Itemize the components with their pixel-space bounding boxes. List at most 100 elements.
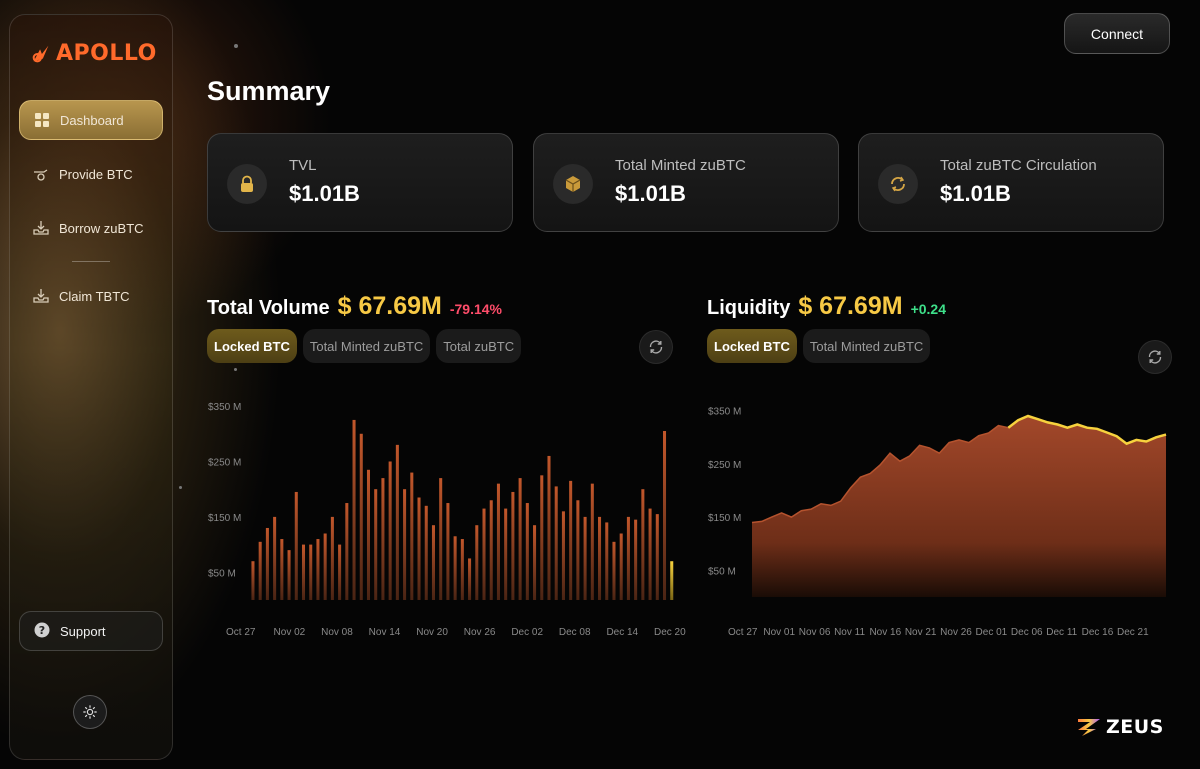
bar — [655, 514, 659, 600]
bar — [663, 431, 667, 600]
bar — [590, 483, 594, 600]
x-tick-label: Dec 02 — [511, 627, 543, 638]
x-tick-label: Dec 08 — [559, 627, 591, 638]
tab-total-zubtc[interactable]: Total zuBTC — [436, 329, 522, 363]
bar — [504, 508, 508, 600]
volume-refresh-button[interactable] — [639, 330, 673, 364]
area-fill — [752, 416, 1166, 597]
stat-card-circulation: Total zuBTC Circulation $1.01B — [858, 133, 1164, 232]
volume-delta: -79.14% — [449, 301, 503, 317]
x-tick-label: Nov 26 — [940, 627, 972, 638]
volume-tabs: Locked BTC Total Minted zuBTC Total zuBT… — [207, 329, 522, 363]
bar — [598, 516, 602, 600]
bar — [395, 444, 399, 600]
theme-toggle-button[interactable] — [73, 695, 107, 729]
bar — [316, 539, 320, 600]
hand-coin-icon — [33, 166, 49, 182]
flame-logo-icon — [32, 45, 49, 62]
liquidity-header: Liquidity $ 67.69M +0.24 — [707, 292, 946, 321]
bar — [670, 561, 674, 600]
tab-locked-btc[interactable]: Locked BTC — [707, 329, 797, 363]
y-tick-label: $250 M — [208, 457, 241, 468]
bar — [424, 505, 428, 600]
support-label: Support — [60, 623, 106, 639]
sidebar-item-label: Dashboard — [60, 112, 124, 128]
bar — [533, 525, 537, 600]
bar — [258, 541, 262, 600]
x-tick-label: Oct 27 — [728, 627, 758, 638]
zeus-text: ZEUS — [1106, 716, 1164, 738]
refresh-icon — [1148, 350, 1162, 364]
bar — [431, 525, 435, 600]
bar — [323, 533, 327, 600]
bar — [453, 536, 457, 600]
connect-wallet-button[interactable]: Connect — [1064, 13, 1170, 54]
liquidity-refresh-button[interactable] — [1138, 340, 1172, 374]
bar — [345, 503, 349, 600]
x-tick-label: Nov 11 — [834, 627, 865, 638]
bar — [576, 500, 580, 600]
series-highlight-line — [1007, 414, 1167, 446]
bar — [301, 544, 306, 600]
bar — [634, 519, 638, 600]
stat-label: Total zuBTC Circulation — [940, 157, 1097, 174]
bar — [583, 516, 587, 600]
bar — [605, 522, 609, 600]
stat-label: Total Minted zuBTC — [615, 157, 746, 174]
x-tick-label: Dec 06 — [1011, 627, 1043, 638]
sidebar-item-label: Borrow zuBTC — [59, 220, 144, 236]
sun-icon — [83, 705, 97, 719]
x-tick-label: Nov 06 — [799, 627, 831, 638]
tab-locked-btc[interactable]: Locked BTC — [207, 329, 297, 363]
sidebar-item-label: Claim TBTC — [59, 288, 130, 304]
stat-card-total-minted: Total Minted zuBTC $1.01B — [533, 133, 839, 232]
x-tick-label: Nov 14 — [369, 627, 401, 638]
y-tick-label: $350 M — [708, 407, 741, 418]
download-tray-icon — [33, 220, 49, 236]
tab-total-minted-zubtc[interactable]: Total Minted zuBTC — [802, 329, 931, 363]
liquidity-area-chart: $350 M $250 M $150 M $50 M Oct 27 Nov 01 Nov 0… — [708, 407, 1167, 638]
bar — [330, 516, 334, 600]
help-icon: ? — [34, 622, 50, 641]
support-button[interactable]: ? Support — [19, 611, 163, 651]
sidebar-divider — [72, 261, 110, 262]
bar — [619, 533, 623, 600]
bar — [648, 508, 652, 600]
tab-total-minted-zubtc[interactable]: Total Minted zuBTC — [302, 329, 431, 363]
bar — [511, 491, 515, 600]
sidebar-item-borrow-zubtc[interactable]: Borrow zuBTC — [19, 208, 163, 248]
decor-dot — [179, 486, 182, 489]
x-tick-label: Dec 16 — [1082, 627, 1114, 638]
sidebar-item-label: Provide BTC — [59, 166, 133, 182]
liquidity-tabs: Locked BTC Total Minted zuBTC — [707, 329, 931, 363]
bar — [518, 478, 522, 600]
stat-value: $1.01B — [289, 181, 360, 206]
lock-icon — [227, 164, 267, 204]
sidebar-item-dashboard[interactable]: Dashboard — [19, 100, 163, 140]
bar — [338, 544, 342, 600]
grid-icon — [34, 112, 50, 128]
x-tick-label: Nov 20 — [416, 627, 448, 638]
y-tick-label: $150 M — [708, 513, 741, 524]
bar — [475, 525, 479, 600]
bar — [273, 516, 277, 600]
bar — [626, 516, 630, 600]
bar — [439, 478, 443, 600]
bar — [388, 461, 392, 600]
bar — [641, 489, 645, 600]
bar — [612, 541, 616, 600]
app-logo[interactable]: APOLLO — [30, 41, 157, 66]
bar — [460, 539, 464, 600]
sidebar-item-claim-tbtc[interactable]: Claim TBTC — [19, 276, 163, 316]
bar — [294, 491, 298, 600]
stat-card-tvl: TVL $1.01B — [207, 133, 513, 232]
sidebar-item-provide-btc[interactable]: Provide BTC — [19, 154, 163, 194]
cube-icon — [553, 164, 593, 204]
volume-bar-chart: $350 M $250 M $150 M $50 M Oct 27 Nov 02 Nov 0… — [208, 402, 686, 638]
volume-value: $ 67.69M — [337, 292, 442, 320]
stat-label: TVL — [289, 157, 317, 174]
refresh-icon — [649, 340, 663, 354]
bar — [265, 527, 269, 600]
stat-value: $1.01B — [940, 181, 1011, 206]
x-tick-label: Dec 21 — [1117, 627, 1149, 638]
